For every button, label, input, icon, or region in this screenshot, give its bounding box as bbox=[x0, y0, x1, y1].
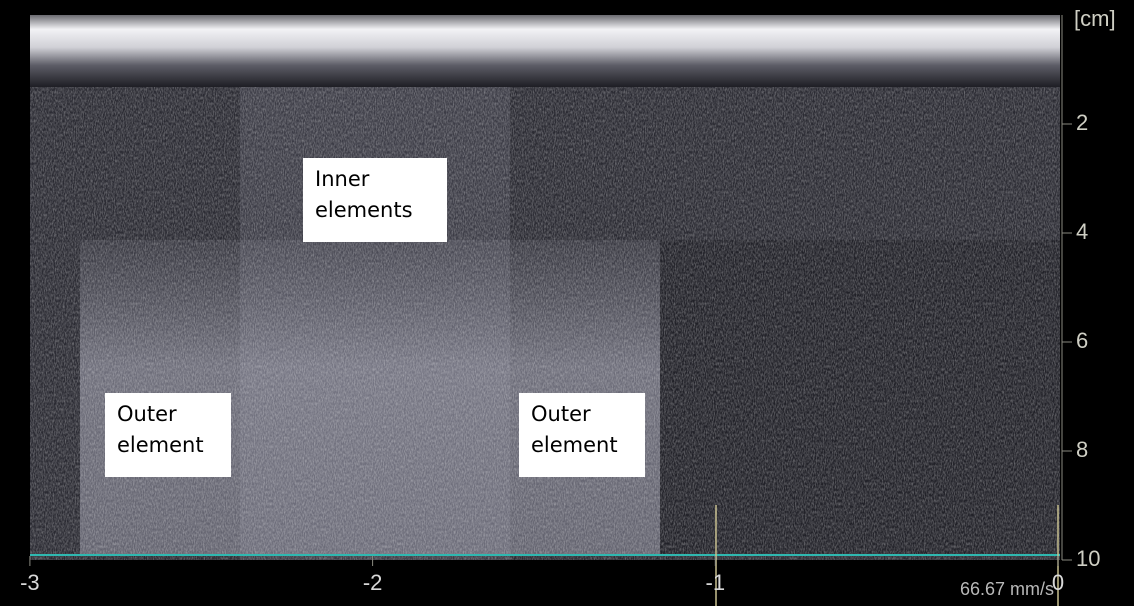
time-tick-label: -2 bbox=[363, 570, 383, 595]
depth-tick-label: 2 bbox=[1076, 110, 1088, 135]
speckle bbox=[30, 15, 1060, 560]
depth-tick-label: 6 bbox=[1076, 328, 1088, 353]
annotation: Outer element bbox=[519, 393, 645, 477]
ultrasound-view: [cm] 66.67 mm/s 2 4 6 8 10 -3 -2 -1 0 Inner elem… bbox=[0, 0, 1134, 606]
depth-unit: [cm] bbox=[1074, 6, 1116, 31]
m-mode-image: [cm] 66.67 mm/s 2 4 6 8 10 -3 -2 -1 0 bbox=[0, 0, 1134, 606]
depth-tick-label: 4 bbox=[1076, 219, 1088, 244]
depth-tick-label: 8 bbox=[1076, 437, 1088, 462]
annotation: Outer element bbox=[105, 393, 231, 477]
depth-tick-label: 10 bbox=[1076, 546, 1100, 571]
surface-band bbox=[30, 15, 1060, 87]
sweep-speed: 66.67 mm/s bbox=[960, 579, 1054, 599]
time-tick-label: 0 bbox=[1052, 570, 1064, 595]
time-tick-label: -1 bbox=[706, 570, 726, 595]
time-tick-label: -3 bbox=[20, 570, 40, 595]
annotation: Inner elements bbox=[303, 158, 447, 242]
